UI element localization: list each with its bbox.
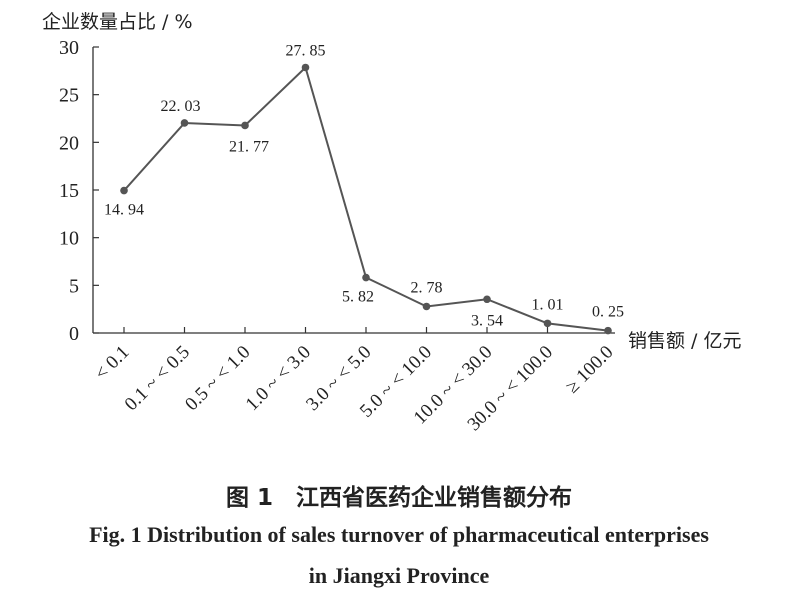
x-tick-label: 0.5 ~ < 1.0 [181,342,254,415]
data-point [422,302,431,311]
data-label: 22. 03 [161,98,201,115]
data-point [301,63,310,72]
x-tick-label: < 0.1 [91,342,134,385]
y-tick-label: 20 [59,132,79,154]
y-tick-label: 10 [59,228,79,250]
y-tick-label: 0 [69,323,79,345]
data-point [362,273,370,282]
data-label: 5. 82 [342,289,374,306]
data-label: 27. 85 [286,42,326,59]
y-axis-label: 企业数量占比 / % [42,11,193,33]
data-point [483,295,491,304]
x-axis-label: 销售额 / 亿元 [628,330,741,352]
data-point [180,119,189,127]
y-tick-label: 5 [69,275,79,297]
data-label: 3. 54 [471,312,503,329]
data-label: 0. 25 [592,304,624,321]
data-point [241,121,249,130]
x-tick-label: 0.1 ~ < 0.5 [121,342,194,415]
data-point [604,326,612,335]
caption-en-line2: in Jiangxi Province [308,563,490,588]
data-point [120,186,128,195]
line-chart: 0 5 10 15 20 25 30 企业数量占比 / % 销售额 / 亿元 < 0.10.1 ~… [42,11,741,435]
y-tick-label: 15 [59,180,79,202]
data-label: 2. 78 [411,279,443,296]
data-label: 14. 94 [104,202,144,219]
data-point [543,319,552,328]
caption-en-line1: Fig. 1 Distribution of sales turnover of… [89,522,709,547]
x-tick-label: ≥ 100.0 [562,342,618,398]
y-tick-label: 25 [59,85,79,107]
data-label: 1. 01 [532,296,564,313]
y-tick-label: 30 [59,37,79,59]
caption-cn: 图 1 江西省医药企业销售额分布 [225,485,572,511]
x-tick-label: 1.0 ~ < 3.0 [242,342,315,415]
data-label: 21. 77 [229,138,269,155]
